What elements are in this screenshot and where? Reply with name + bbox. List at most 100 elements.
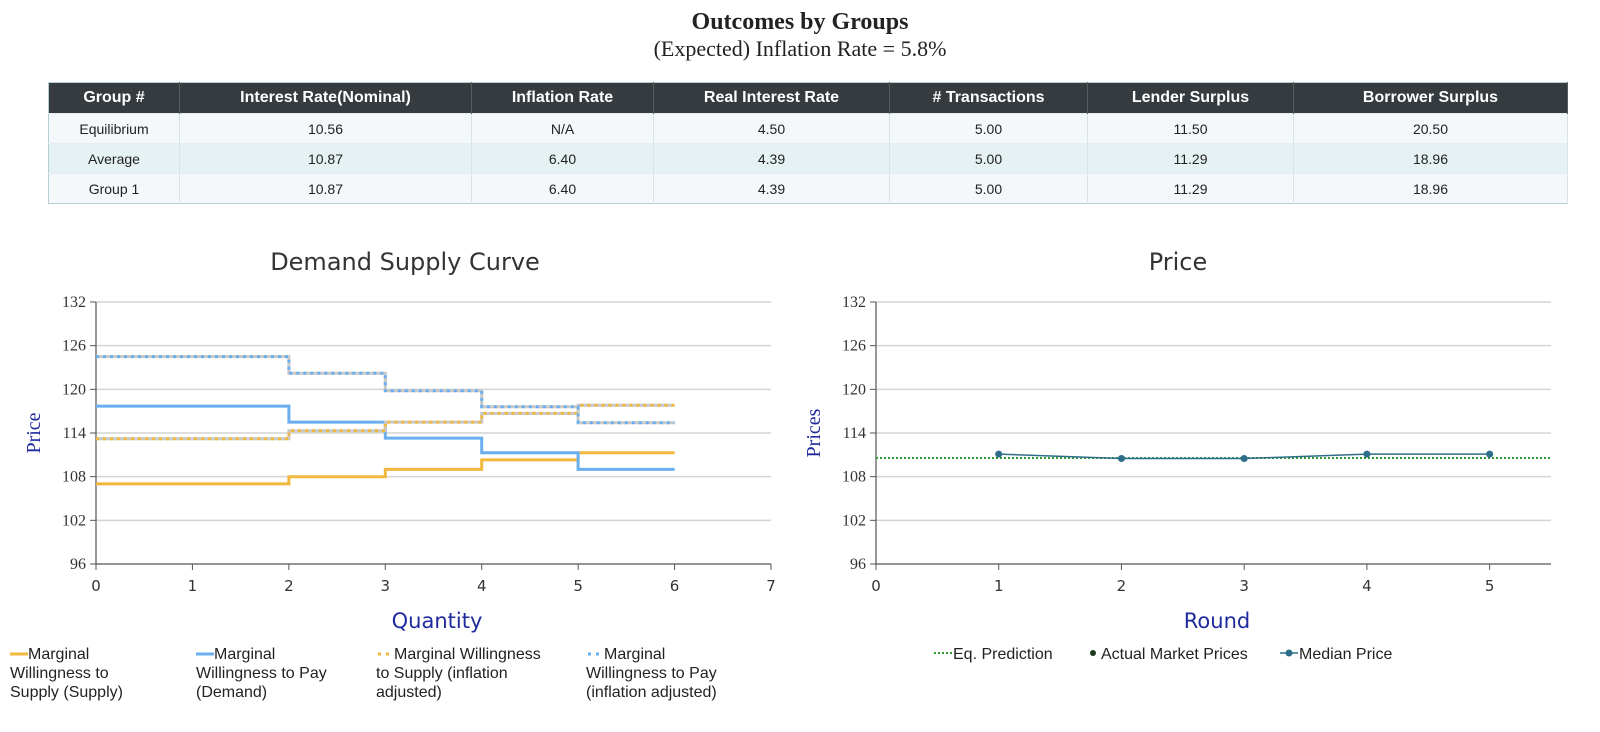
- table-row: Average 10.87 6.40 4.39 5.00 11.29 18.96: [48, 143, 1568, 174]
- table-cell: 18.96: [1293, 173, 1568, 204]
- legend-label: Marginal Willingness to Supply (Supply): [10, 646, 123, 701]
- table-row: Equilibrium 10.56 N/A 4.50 5.00 11.50 20…: [48, 113, 1568, 144]
- legend-label-line: Willingness to Pay: [196, 665, 327, 682]
- report-header: Outcomes by Groups (Expected) Inflation …: [0, 8, 1600, 62]
- column-header[interactable]: Lender Surplus: [1087, 82, 1294, 114]
- y-tick-label: 96: [70, 556, 86, 573]
- y-axis-label: Price: [23, 412, 45, 453]
- y-tick-label: 120: [842, 381, 866, 398]
- median-price-point: [995, 450, 1003, 458]
- legend-label-line: (Demand): [196, 684, 267, 701]
- table-cell: 5.00: [889, 143, 1088, 174]
- column-header[interactable]: Group #: [48, 82, 180, 114]
- column-header[interactable]: Interest Rate(Nominal): [179, 82, 472, 114]
- table-cell: 5.00: [889, 173, 1088, 204]
- table-cell: Equilibrium: [48, 113, 180, 144]
- legend-label: Marginal Willingness to Pay (Demand): [196, 646, 327, 701]
- table-cell: 11.29: [1087, 143, 1294, 174]
- outcomes-table: Group # Interest Rate(Nominal) Inflation…: [48, 82, 1568, 204]
- report-subtitle: (Expected) Inflation Rate = 5.8%: [653, 36, 947, 61]
- table-cell: 6.40: [471, 143, 654, 174]
- chart-title: Price: [1149, 248, 1208, 276]
- table-cell: N/A: [471, 113, 654, 144]
- table-cell: 6.40: [471, 173, 654, 204]
- x-tick-label: 0: [871, 577, 881, 595]
- x-tick-label: 5: [573, 577, 583, 595]
- table-cell: Average: [48, 143, 180, 174]
- median-price-point: [1486, 450, 1494, 458]
- table-cell: 4.39: [653, 173, 890, 204]
- chart-title: Demand Supply Curve: [270, 248, 540, 276]
- y-tick-label: 108: [842, 469, 866, 486]
- column-header[interactable]: # Transactions: [889, 82, 1088, 114]
- table-cell: Group 1: [48, 173, 180, 204]
- y-tick-label: 96: [850, 556, 866, 573]
- x-tick-label: 0: [91, 577, 101, 595]
- legend-swatch: [1285, 649, 1293, 657]
- y-tick-label: 108: [62, 469, 86, 486]
- x-tick-label: 2: [1117, 577, 1127, 595]
- x-tick-label: 7: [766, 577, 776, 595]
- column-header[interactable]: Real Interest Rate: [653, 82, 890, 114]
- median-price-point: [1240, 454, 1248, 462]
- table-cell: 20.50: [1293, 113, 1568, 144]
- y-tick-label: 132: [842, 294, 866, 311]
- table-cell: 10.87: [179, 173, 472, 204]
- demand-supply-chart: Demand Supply Curve961021081141201261320…: [10, 248, 776, 701]
- table-cell: 18.96: [1293, 143, 1568, 174]
- legend-label: Actual Market Prices: [1101, 646, 1248, 663]
- legend-label-line: Marginal: [604, 646, 665, 663]
- x-tick-label: 6: [670, 577, 680, 595]
- x-tick-label: 2: [284, 577, 294, 595]
- x-tick-label: 4: [1362, 577, 1372, 595]
- table-cell: 4.50: [653, 113, 890, 144]
- x-tick-label: 3: [1239, 577, 1249, 595]
- x-axis-label: Round: [1184, 609, 1250, 633]
- x-tick-label: 1: [994, 577, 1004, 595]
- series-1-line: [96, 404, 675, 471]
- legend-label: Eq. Prediction: [953, 646, 1053, 663]
- x-tick-label: 3: [381, 577, 391, 595]
- table-cell: 10.56: [179, 113, 472, 144]
- y-tick-label: 132: [62, 294, 86, 311]
- y-tick-label: 102: [62, 512, 86, 529]
- median-price-point: [1117, 454, 1125, 462]
- table-cell: 11.29: [1087, 173, 1294, 204]
- legend-label-line: Willingness to: [10, 665, 109, 682]
- y-tick-label: 114: [843, 425, 866, 442]
- legend-label-line: adjusted): [376, 684, 442, 701]
- legend-label: Marginal Willingness to Supply (inflation…: [376, 646, 541, 701]
- legend-label-line: Marginal Willingness: [394, 646, 541, 663]
- legend-label-line: Willingness to Pay: [586, 665, 717, 682]
- y-tick-label: 126: [62, 338, 86, 355]
- y-tick-label: 126: [842, 338, 866, 355]
- table-cell: 10.87: [179, 143, 472, 174]
- median-price-point: [1363, 450, 1371, 458]
- legend-swatch: [1090, 650, 1096, 656]
- legend-label: Marginal Willingness to Pay (inflation adj…: [586, 646, 717, 701]
- x-tick-label: 1: [188, 577, 198, 595]
- legend-label-line: Marginal: [214, 646, 275, 663]
- table-cell: 11.50: [1087, 113, 1294, 144]
- table-row: Group 1 10.87 6.40 4.39 5.00 11.29 18.96: [48, 173, 1568, 204]
- series-3-line: [96, 355, 675, 425]
- y-tick-label: 120: [62, 381, 86, 398]
- legend-label: Median Price: [1299, 646, 1392, 663]
- legend-label-line: (inflation adjusted): [586, 684, 717, 701]
- y-tick-label: 102: [842, 512, 866, 529]
- legend-label-line: Supply (Supply): [10, 684, 123, 701]
- table-header-row: Group # Interest Rate(Nominal) Inflation…: [48, 82, 1568, 114]
- column-header[interactable]: Borrower Surplus: [1293, 82, 1568, 114]
- y-tick-label: 114: [63, 425, 86, 442]
- report-title: Outcomes by Groups: [691, 9, 909, 35]
- x-tick-label: 4: [477, 577, 487, 595]
- legend-label-line: to Supply (inflation: [376, 665, 508, 682]
- column-header[interactable]: Inflation Rate: [471, 82, 654, 114]
- x-axis-label: Quantity: [392, 609, 483, 633]
- table-cell: 4.39: [653, 143, 890, 174]
- y-axis-label: Prices: [803, 408, 825, 457]
- table-cell: 5.00: [889, 113, 1088, 144]
- legend-label-line: Marginal: [28, 646, 89, 663]
- x-tick-label: 5: [1485, 577, 1495, 595]
